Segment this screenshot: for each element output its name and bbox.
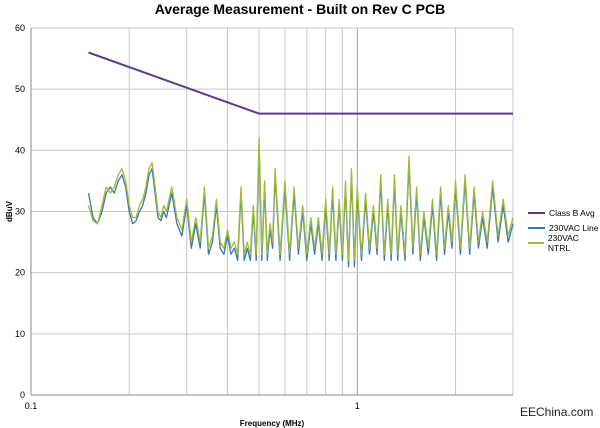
y-axis-title: dBuV (5, 200, 14, 222)
y-tick-label: 30 (15, 207, 25, 217)
legend-swatch-230vac-line (528, 226, 545, 229)
x-axis-title: Frequency (MHz) (240, 419, 305, 428)
legend-label-class-b-avg: Class B Avg (549, 207, 595, 218)
chart-legend: Class B Avg 230VAC Line 230VAC NTRL (528, 205, 600, 253)
legend-swatch-230vac-ntrl (528, 241, 544, 244)
legend-item-230vac-line: 230VAC Line (528, 220, 600, 235)
legend-swatch-class-b-avg (528, 211, 545, 214)
y-tick-label: 10 (15, 329, 25, 339)
watermark-text: EEChina.com (520, 405, 594, 419)
series-line-class-b-avg (88, 51, 513, 115)
y-tick-label: 50 (15, 84, 25, 94)
legend-item-230vac-ntrl: 230VAC NTRL (528, 232, 600, 253)
chart-title: Average Measurement - Built on Rev C PCB (154, 1, 446, 17)
y-tick-label: 40 (15, 145, 25, 155)
x-tick-label: 1 (355, 401, 360, 411)
y-tick-label: 0 (20, 390, 25, 400)
y-tick-label: 20 (15, 268, 25, 278)
legend-label-230vac-line: 230VAC Line (549, 222, 599, 233)
x-tick-label: 0.1 (25, 401, 38, 411)
series-line-230vac-ntrl (87, 137, 514, 262)
legend-item-class-b-avg: Class B Avg (528, 205, 600, 220)
legend-label-230vac-ntrl: 230VAC NTRL (547, 232, 579, 253)
y-tick-label: 60 (15, 23, 25, 33)
